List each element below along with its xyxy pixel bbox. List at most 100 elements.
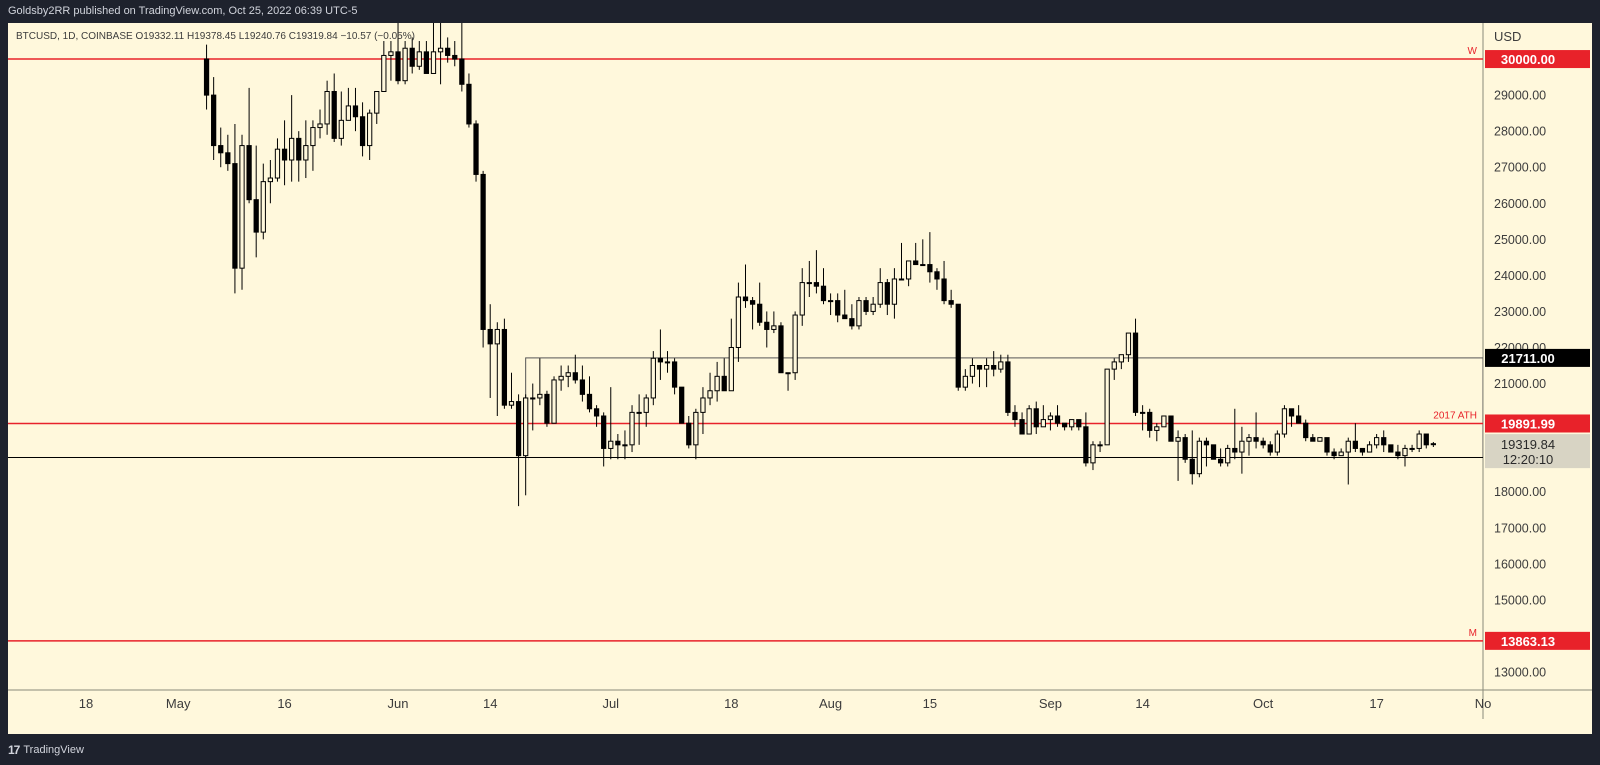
candle	[934, 268, 940, 290]
candle	[998, 354, 1004, 373]
candle-body-down	[1430, 443, 1436, 446]
candle-body-up	[920, 264, 926, 267]
x-tick-label: Sep	[1039, 696, 1062, 711]
candle	[1239, 426, 1245, 474]
candle	[913, 242, 919, 266]
candle-body-up	[827, 300, 834, 303]
candle-body-down	[572, 372, 578, 381]
y-tick-label: 13000.00	[1494, 665, 1546, 679]
candle-body-down	[749, 300, 756, 305]
x-tick-label: Jul	[602, 696, 619, 711]
candle-body-down	[742, 296, 749, 302]
candle-body-up	[1139, 411, 1146, 414]
candle-body-up	[494, 328, 500, 345]
candle	[785, 372, 791, 391]
candle-body-up	[622, 444, 628, 447]
candle	[1033, 401, 1039, 435]
candle	[267, 160, 274, 204]
candle	[1125, 332, 1132, 362]
candle-body-down	[1083, 426, 1089, 464]
candle-body-up	[870, 303, 876, 312]
candle-body-up	[508, 401, 515, 406]
candle	[671, 358, 678, 395]
candle	[381, 41, 387, 93]
level-price-badge: 13863.13	[1501, 634, 1555, 649]
candle-body-up	[388, 51, 394, 56]
candle	[898, 242, 905, 281]
candle-body-up	[1104, 368, 1110, 446]
y-tick-label: 25000.00	[1494, 233, 1546, 247]
candle-body-up	[771, 325, 777, 330]
candle	[487, 304, 493, 398]
candle	[459, 23, 465, 92]
candle-body-up	[693, 411, 699, 446]
level-price-badge-bg	[1485, 50, 1590, 69]
candle	[664, 351, 671, 373]
candle-body-down	[764, 321, 770, 330]
candle-body-up	[345, 105, 352, 121]
candle	[735, 282, 742, 362]
candle-body-down	[1253, 437, 1259, 442]
candle-body-down	[1232, 447, 1238, 453]
candle-body-down	[913, 260, 919, 266]
candle-body-up	[1281, 408, 1288, 435]
y-tick-label: 27000.00	[1494, 161, 1546, 175]
candle	[1111, 358, 1117, 380]
candle-body-down	[813, 282, 820, 287]
candle-body-up	[898, 278, 905, 281]
candle-body-up	[558, 375, 564, 381]
x-tick-label: 18	[79, 696, 93, 711]
candle-body-up	[1338, 451, 1344, 457]
candle	[813, 250, 820, 294]
x-tick-label: Jun	[388, 696, 409, 711]
candle	[1374, 434, 1380, 449]
candle-body-up	[629, 411, 635, 446]
x-tick-label: 14	[483, 696, 497, 711]
candle	[1161, 415, 1167, 428]
candle	[586, 376, 593, 413]
candle-body-down	[232, 163, 238, 269]
candle-body-down	[281, 148, 288, 161]
candle-body-up	[806, 282, 812, 285]
candle	[445, 37, 451, 63]
candle-body-up	[1118, 354, 1124, 363]
tradingview-logo[interactable]: 17 TradingView	[8, 743, 84, 757]
candle-body-up	[700, 397, 706, 413]
candle-body-up	[1175, 437, 1181, 442]
candle	[657, 329, 664, 380]
candle-body-up	[267, 177, 274, 183]
candle	[948, 289, 954, 308]
candle	[636, 394, 642, 445]
candle-body-down	[1168, 415, 1174, 442]
candle	[643, 394, 649, 427]
candle	[1359, 447, 1366, 456]
candle-body-down	[934, 271, 940, 280]
candle	[473, 120, 479, 182]
candle-body-down	[601, 415, 607, 449]
candle-body-up	[1047, 415, 1054, 421]
candle-body-down	[1054, 415, 1061, 424]
candle	[1154, 423, 1160, 442]
candle-body-up	[1239, 440, 1245, 453]
candle	[1182, 434, 1188, 463]
candle	[480, 170, 486, 348]
candle	[310, 120, 316, 171]
candle-body-down	[671, 361, 678, 388]
candle	[558, 365, 564, 391]
candle	[927, 232, 933, 283]
candle	[501, 318, 508, 409]
candle	[1430, 442, 1436, 447]
candle-body-down	[948, 300, 954, 305]
chart-frame	[8, 23, 1592, 734]
candle	[842, 289, 848, 320]
candle-body-down	[203, 58, 210, 96]
candle	[792, 311, 798, 380]
candle	[225, 134, 231, 171]
candle	[1026, 405, 1032, 435]
candle-body-up	[650, 357, 656, 399]
candle	[246, 87, 252, 204]
candle	[1381, 430, 1387, 453]
candle-body-down	[452, 54, 458, 60]
candle-body-up	[728, 346, 734, 392]
